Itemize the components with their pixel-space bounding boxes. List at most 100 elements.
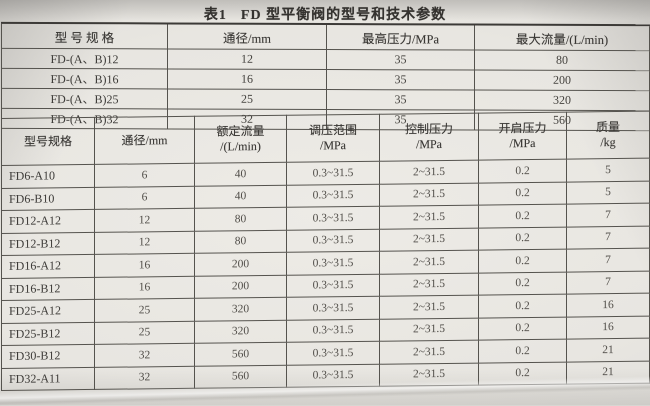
cell-rated-flow: 80 (194, 207, 287, 231)
cell-control-pressure: 2~31.5 (379, 205, 479, 229)
table2-header-row: 型号规格 通径/mm 额定流量 /(L/min) 调压范围 /MPa 控制压力 … (1, 111, 650, 166)
cell-rated-flow: 200 (194, 252, 287, 276)
cell-mass: 5 (566, 180, 650, 205)
cell-control-pressure: 2~31.5 (379, 182, 479, 207)
table-row: FD-(A、B)25 25 35 320 (1, 88, 650, 111)
cell-model: FD-(A、B)25 (1, 88, 168, 109)
cell-control-pressure: 2~31.5 (379, 160, 479, 184)
valve-detail-table: 型号规格 通径/mm 额定流量 /(L/min) 调压范围 /MPa 控制压力 … (1, 110, 650, 391)
cell-rated-flow: 320 (194, 297, 287, 321)
cell-rated-flow: 40 (194, 184, 287, 209)
cell-pressure-range: 0.3~31.5 (286, 273, 380, 298)
cell-model: FD25-B12 (1, 321, 95, 346)
cell-diameter: 6 (94, 163, 195, 187)
cell-diameter: 25 (94, 320, 195, 345)
cell-diameter: 16 (167, 68, 327, 90)
cell-model: FD12-B12 (1, 231, 95, 256)
cell-rated-flow: 40 (194, 162, 287, 186)
column-header-max-flow: 最大流量/(L/min) (474, 24, 650, 51)
cell-mass: 16 (566, 315, 650, 340)
cell-control-pressure: 2~31.5 (379, 227, 479, 252)
column-header-control-pressure: 控制压力 /MPa (379, 113, 479, 162)
cell-max-pressure: 35 (326, 49, 475, 71)
cell-model: FD6-B10 (1, 186, 95, 211)
cell-model: FD30-B12 (1, 344, 95, 368)
cell-diameter: 25 (167, 88, 327, 110)
cell-mass: 21 (566, 338, 650, 362)
cell-opening-pressure: 0.2 (478, 249, 567, 273)
cell-mass: 7 (566, 203, 650, 227)
cell-max-flow: 200 (474, 70, 650, 91)
cell-max-pressure: 35 (326, 89, 475, 111)
cell-opening-pressure: 0.2 (478, 271, 567, 296)
cell-max-flow: 80 (474, 50, 650, 71)
cell-diameter: 16 (94, 253, 195, 277)
cell-model: FD6-A10 (1, 164, 95, 188)
cell-mass: 21 (566, 360, 650, 385)
column-header-rated-flow: 额定流量 /(L/min) (194, 115, 287, 164)
cell-control-pressure: 2~31.5 (379, 272, 479, 297)
cell-mass: 16 (566, 293, 650, 317)
cell-opening-pressure: 0.2 (478, 159, 567, 183)
cell-diameter: 32 (94, 343, 195, 367)
cell-diameter: 6 (94, 185, 195, 210)
cell-pressure-range: 0.3~31.5 (286, 363, 380, 388)
cell-opening-pressure: 0.2 (478, 181, 567, 206)
table-number: 表1 (203, 8, 227, 23)
cell-diameter: 16 (94, 275, 195, 300)
cell-model: FD-(A、B)12 (1, 48, 168, 69)
table-row: FD-(A、B)12 12 35 80 (1, 48, 650, 71)
cell-model: FD12-A12 (1, 209, 95, 233)
cell-control-pressure: 2~31.5 (379, 340, 479, 364)
cell-max-pressure: 35 (326, 69, 475, 91)
table-title: 表1 FD 型平衡阀的型号和技术参数 (0, 4, 650, 24)
cell-pressure-range: 0.3~31.5 (286, 251, 380, 275)
cell-pressure-range: 0.3~31.5 (286, 318, 380, 343)
cell-control-pressure: 2~31.5 (379, 250, 479, 274)
cell-mass: 7 (566, 270, 650, 295)
cell-diameter: 32 (94, 365, 195, 390)
cell-pressure-range: 0.3~31.5 (286, 183, 380, 208)
cell-mass: 5 (566, 158, 650, 182)
cell-model: FD-(A、B)16 (1, 68, 168, 89)
cell-control-pressure: 2~31.5 (379, 295, 479, 319)
column-header-mass: 质量 /kg (566, 111, 650, 160)
cell-rated-flow: 80 (194, 229, 287, 254)
cell-opening-pressure: 0.2 (478, 361, 567, 386)
cell-pressure-range: 0.3~31.5 (286, 206, 380, 230)
cell-rated-flow: 560 (194, 364, 287, 389)
cell-rated-flow: 560 (194, 342, 287, 366)
cell-pressure-range: 0.3~31.5 (286, 228, 380, 253)
cell-pressure-range: 0.3~31.5 (286, 341, 380, 365)
column-header-model: 型号规格 (1, 117, 95, 166)
cell-diameter: 12 (167, 48, 327, 70)
column-header-max-pressure: 最高压力/MPa (326, 24, 475, 51)
cell-model: FD25-A12 (1, 299, 95, 323)
cell-diameter: 12 (94, 230, 195, 255)
cell-control-pressure: 2~31.5 (379, 362, 479, 387)
column-header-model: 型 号 规 格 (1, 22, 168, 49)
cell-model: FD16-B12 (1, 276, 95, 301)
cell-rated-flow: 320 (194, 319, 287, 344)
cell-model: FD16-A12 (1, 254, 95, 278)
column-header-pressure-range: 调压范围 /MPa (286, 114, 380, 163)
cell-control-pressure: 2~31.5 (379, 317, 479, 342)
cell-pressure-range: 0.3~31.5 (286, 161, 380, 185)
cell-diameter: 25 (94, 298, 195, 322)
column-header-opening-pressure: 开启压力 /MPa (478, 112, 567, 161)
cell-rated-flow: 200 (194, 274, 287, 299)
table-title-text: FD 型平衡阀的型号和技术参数 (240, 8, 447, 23)
cell-diameter: 12 (94, 208, 195, 232)
cell-opening-pressure: 0.2 (478, 204, 567, 228)
cell-opening-pressure: 0.2 (478, 339, 567, 363)
cell-mass: 7 (566, 225, 650, 250)
cell-model: FD32-A11 (1, 366, 95, 391)
table1-header-row: 型 号 规 格 通径/mm 最高压力/MPa 最大流量/(L/min) (1, 22, 650, 51)
table-row: FD-(A、B)16 16 35 200 (1, 68, 650, 91)
cell-opening-pressure: 0.2 (478, 294, 567, 318)
cell-opening-pressure: 0.2 (478, 316, 567, 341)
cell-opening-pressure: 0.2 (478, 226, 567, 251)
column-header-diameter: 通径/mm (167, 23, 327, 50)
cell-max-flow: 320 (474, 90, 650, 111)
